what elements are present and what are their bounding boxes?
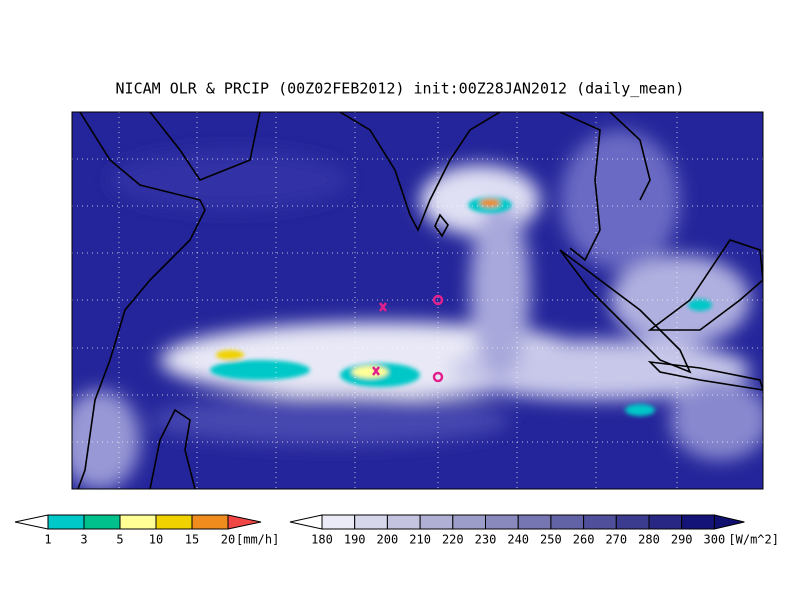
- map-frame: [71, 111, 764, 490]
- colorbar-box: [419, 514, 454, 530]
- precip-colorbar: 1 3 5 10 15 20 [mm/h]: [14, 514, 279, 547]
- colorbar-label: 240: [507, 533, 529, 547]
- colorbar-box: [321, 514, 356, 530]
- map-field: [72, 112, 763, 489]
- colorbar-label: 260: [573, 533, 595, 547]
- colorbar-box: [386, 514, 421, 530]
- colorbar-label: 210: [409, 533, 431, 547]
- colorbar-label: 20: [221, 533, 235, 547]
- colorbar-box: [83, 514, 121, 530]
- colorbar-label: 5: [116, 533, 123, 547]
- colorbar-box: [485, 514, 519, 530]
- colorbar-label: 10: [149, 533, 163, 547]
- colorbar-label: 180: [311, 533, 333, 547]
- map-title: NICAM OLR & PRCIP (00Z02FEB2012) init:00…: [116, 80, 685, 98]
- olr-field: [72, 130, 763, 489]
- colorbar-label: 290: [671, 533, 693, 547]
- colorbar-end: [227, 514, 262, 530]
- markers: [372, 294, 444, 383]
- colorbar-unit: [W/m^2]: [728, 533, 779, 547]
- colorbar-box: [648, 514, 683, 530]
- grid-lines: [72, 112, 763, 489]
- coastlines: [77, 112, 763, 489]
- colorbar-label: 3: [80, 533, 87, 547]
- colorbar-box: [47, 514, 85, 530]
- colorbar-unit: [mm/h]: [236, 533, 279, 547]
- colorbar-label: 1: [44, 533, 51, 547]
- colorbar-label: 270: [605, 533, 627, 547]
- colorbar-label: 15: [185, 533, 199, 547]
- olr-colorbar: 180 190 200 210 220 230 240 250 260 270 280 290 300[…: [289, 514, 779, 547]
- colorbar-end: [713, 514, 745, 530]
- colorbar-box: [452, 514, 486, 530]
- colorbar-end: [289, 514, 323, 530]
- colorbar-box: [119, 514, 157, 530]
- colorbar-label: 220: [442, 533, 464, 547]
- colorbar-end: [14, 514, 49, 530]
- colorbar-label: 190: [344, 533, 366, 547]
- colorbar-box: [583, 514, 617, 530]
- colorbar-label: 280: [638, 533, 660, 547]
- colorbar-label: 300: [704, 533, 726, 547]
- colorbar-box: [615, 514, 650, 530]
- colorbar-box: [191, 514, 229, 530]
- colorbar-box: [155, 514, 193, 530]
- colorbar-label: 200: [377, 533, 399, 547]
- colorbar-label: 250: [540, 533, 562, 547]
- colorbar-box: [550, 514, 585, 530]
- colorbar-box: [517, 514, 552, 530]
- colorbar-label: 230: [475, 533, 497, 547]
- colorbar-box: [681, 514, 715, 530]
- colorbar-box: [354, 514, 388, 530]
